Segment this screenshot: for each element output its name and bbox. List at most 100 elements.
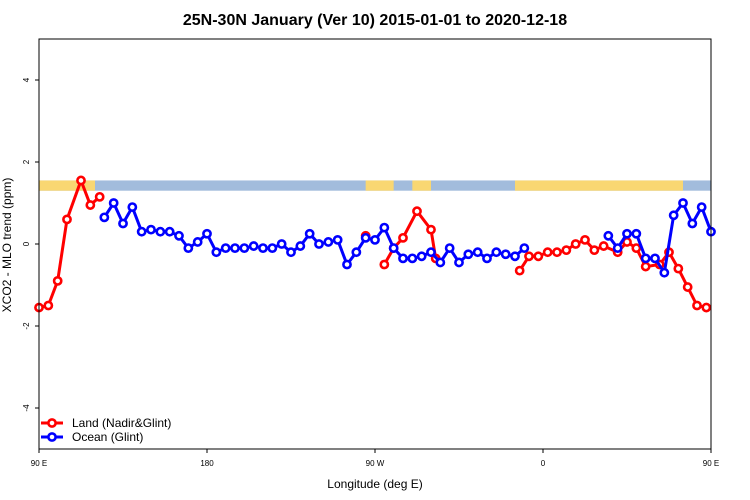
data-point	[183, 243, 194, 253]
x-tick-label: 90 W	[366, 459, 385, 468]
data-point	[673, 263, 684, 274]
data-point	[589, 245, 600, 256]
y-axis: -4 -2 0 2 4	[22, 77, 39, 412]
data-point	[136, 226, 147, 237]
data-point	[426, 224, 436, 235]
data-point	[514, 265, 525, 276]
data-point	[640, 261, 651, 272]
data-point	[612, 243, 623, 253]
data-point	[202, 228, 212, 239]
y-tick-label: 2	[22, 159, 31, 164]
data-point	[108, 198, 119, 208]
data-point	[211, 247, 222, 258]
data-point	[659, 267, 670, 278]
data-point	[500, 249, 511, 260]
data-point	[472, 247, 483, 258]
data-point	[127, 202, 138, 212]
data-point	[174, 230, 184, 241]
data-point	[388, 243, 399, 253]
series-line	[103, 199, 526, 268]
data-point	[631, 228, 642, 239]
data-point	[482, 253, 492, 264]
data-point	[640, 253, 651, 264]
data-point	[552, 247, 562, 258]
strip-land	[39, 180, 95, 191]
data-point	[696, 202, 707, 212]
data-point	[220, 243, 231, 253]
data-point	[118, 218, 128, 229]
legend-marker	[47, 432, 57, 442]
data-point	[682, 282, 693, 292]
data-point	[631, 243, 642, 253]
data-point	[99, 212, 110, 223]
data-point	[248, 241, 259, 251]
data-point	[379, 259, 390, 270]
data-point	[668, 210, 679, 221]
series-ocean	[99, 198, 716, 278]
data-point	[267, 243, 278, 253]
data-point	[580, 234, 590, 245]
y-tick-label: -2	[22, 322, 31, 330]
data-point	[323, 237, 334, 247]
data-point	[416, 251, 427, 262]
x-tick-label: 90 E	[31, 459, 47, 468]
data-point	[398, 232, 408, 243]
data-point	[62, 214, 72, 225]
data-point	[701, 302, 712, 313]
data-point	[276, 239, 287, 249]
data-point	[519, 243, 530, 253]
x-axis-label: Longitude (deg E)	[327, 477, 422, 491]
data-point	[678, 198, 688, 208]
y-axis-label: XCO2 - MLO trend (ppm)	[0, 178, 14, 313]
data-point	[164, 226, 175, 237]
series-land	[34, 175, 712, 313]
legend-entry: Ocean (Glint)	[72, 430, 143, 444]
data-point	[155, 226, 166, 237]
legend: Land (Nadir&Glint)Ocean (Glint)	[41, 416, 171, 444]
data-point	[379, 222, 390, 233]
strip-land	[365, 180, 394, 191]
y-tick-label: 4	[22, 77, 31, 82]
data-point	[622, 228, 632, 239]
data-point	[85, 200, 96, 210]
data-point	[570, 239, 581, 249]
data-point	[94, 191, 105, 202]
data-point	[314, 239, 324, 249]
data-point	[304, 228, 315, 239]
data-point	[351, 247, 362, 258]
data-point	[687, 218, 698, 229]
series-layer	[34, 175, 716, 313]
data-point	[342, 259, 352, 270]
data-point	[192, 237, 203, 247]
strip-land	[515, 180, 683, 191]
data-point	[360, 232, 371, 243]
data-point	[426, 247, 436, 258]
legend-entry: Land (Nadir&Glint)	[72, 416, 171, 430]
data-point	[598, 241, 609, 251]
data-point	[398, 253, 408, 264]
legend-marker	[47, 418, 57, 428]
strip-land	[412, 180, 431, 191]
data-point	[43, 300, 54, 311]
data-point	[510, 251, 520, 262]
x-axis: 90 E 180 90 W 0 90 E	[31, 449, 719, 468]
data-point	[52, 275, 63, 286]
data-point	[370, 234, 380, 245]
data-point	[542, 247, 553, 258]
data-point	[603, 230, 614, 241]
x-tick-label: 180	[200, 459, 214, 468]
series-line	[38, 176, 101, 310]
data-point	[146, 224, 156, 235]
data-point	[286, 247, 296, 258]
data-point	[435, 257, 446, 268]
data-point	[444, 243, 455, 253]
y-tick-label: -4	[22, 404, 31, 412]
data-point	[412, 206, 422, 217]
data-point	[295, 241, 306, 251]
data-point	[76, 175, 86, 186]
x-tick-label: 90 E	[703, 459, 719, 468]
data-point	[258, 243, 268, 253]
data-point	[533, 251, 544, 262]
data-point	[692, 300, 702, 311]
data-point	[463, 249, 474, 260]
